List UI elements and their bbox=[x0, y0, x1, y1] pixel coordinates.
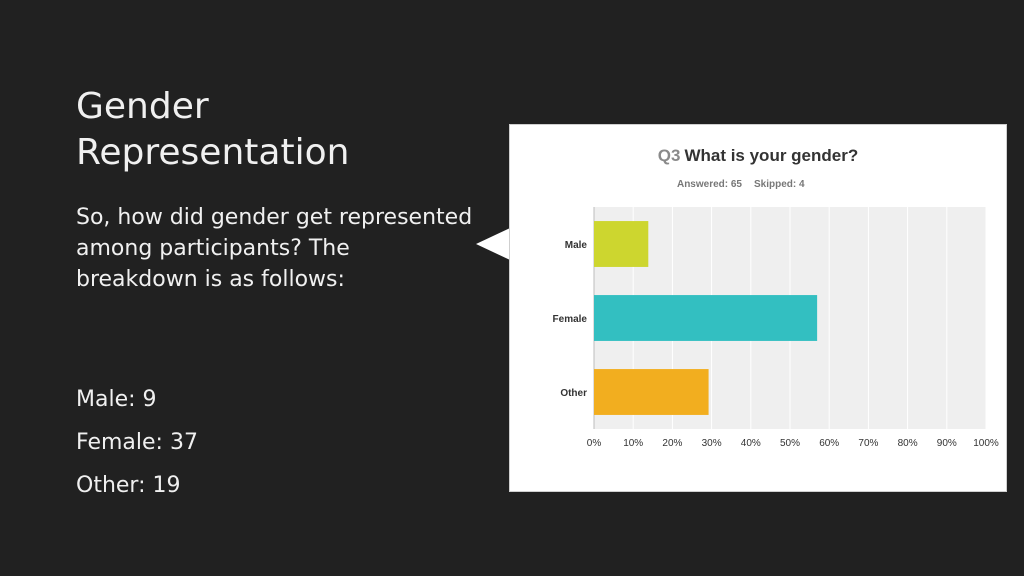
x-tick-label: 90% bbox=[937, 438, 957, 449]
x-tick-label: 10% bbox=[623, 438, 643, 449]
bar-other bbox=[594, 369, 709, 415]
slide-title-line1: Gender bbox=[76, 86, 209, 127]
category-label: Male bbox=[565, 240, 588, 251]
stat-other: Other: 19 bbox=[76, 473, 181, 498]
x-tick-label: 0% bbox=[587, 438, 602, 449]
stat-female: Female: 37 bbox=[76, 430, 198, 455]
callout-pointer-icon bbox=[476, 228, 510, 260]
chart-title: Q3 What is your gender? bbox=[658, 146, 858, 165]
x-tick-label: 80% bbox=[898, 438, 918, 449]
stat-male: Male: 9 bbox=[76, 387, 157, 412]
slide-title: Gender Representation bbox=[76, 84, 496, 176]
x-tick-label: 30% bbox=[702, 438, 722, 449]
answered-count: Answered: 65 bbox=[677, 179, 742, 190]
question-text: What is your gender? bbox=[684, 146, 858, 165]
x-tick-label: 100% bbox=[973, 438, 999, 449]
x-tick-label: 50% bbox=[780, 438, 800, 449]
x-tick-label: 60% bbox=[819, 438, 839, 449]
bar-male bbox=[594, 221, 649, 267]
bar-chart: Q3 What is your gender? Answered: 65 Skip… bbox=[553, 146, 999, 449]
x-tick-label: 20% bbox=[662, 438, 682, 449]
x-tick-label: 40% bbox=[741, 438, 761, 449]
question-number: Q3 bbox=[658, 146, 681, 165]
x-tick-label: 70% bbox=[858, 438, 878, 449]
bar-female bbox=[594, 295, 818, 341]
category-label: Other bbox=[560, 388, 587, 399]
stats-list: Male: 9 Female: 37 Other: 19 bbox=[76, 378, 198, 507]
skipped-count: Skipped: 4 bbox=[754, 179, 805, 190]
plot-area: 0% 10% 20% 30% 40% 50% 60% 70% 80% 90% 100% Male Fem… bbox=[553, 207, 999, 449]
slide-title-line2: Representation bbox=[76, 132, 350, 173]
category-label: Female bbox=[553, 314, 588, 325]
chart-panel: Q3 What is your gender? Answered: 65 Skip… bbox=[509, 124, 1007, 492]
slide-intro-text: So, how did gender get represented among… bbox=[76, 205, 473, 292]
